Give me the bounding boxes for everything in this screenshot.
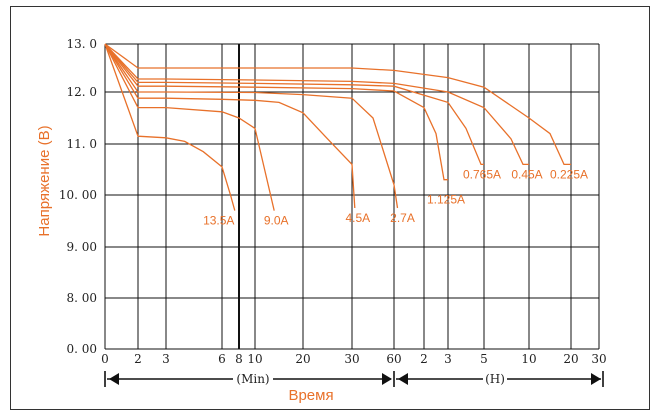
- y-tick-label: 10. 00: [59, 188, 97, 202]
- y-tick-label: 12. 0: [66, 85, 97, 99]
- x-tick-label: 6: [218, 352, 226, 366]
- series-line-0_45A: [104, 43, 529, 166]
- series-line-0_765A: [104, 43, 484, 166]
- x-tick-label: 20: [563, 352, 578, 366]
- y-tick-labels: 13. 0 12. 0 11. 0 10. 00 9. 00 8. 00 0. 00: [59, 37, 97, 356]
- series-line-4_5A: [104, 43, 356, 209]
- x-unit-minutes: (Min): [236, 372, 269, 386]
- x-tick-label: 60: [386, 352, 401, 366]
- x-tick-label: 2: [134, 352, 142, 366]
- series-line-2_7A: [104, 43, 399, 209]
- y-tick-label: 13. 0: [66, 37, 97, 51]
- series-line-0_225A: [104, 43, 571, 166]
- series-line-1_125A: [104, 43, 448, 181]
- series-label: 1.125A: [427, 193, 465, 207]
- x-tick-label: 10: [247, 352, 262, 366]
- x-tick-label: 3: [444, 352, 452, 366]
- series-label: 4.5A: [345, 211, 370, 225]
- x-tick-label: 30: [591, 352, 606, 366]
- series-line-9_0A: [104, 43, 275, 211]
- chart-frame: 13. 0 12. 0 11. 0 10. 00 9. 00 8. 00 0. 00 0 2 3…: [10, 6, 650, 410]
- series-label: 0.45A: [511, 167, 542, 181]
- series-label: 13.5A: [203, 214, 234, 228]
- y-tick-label: 8. 00: [66, 291, 97, 305]
- discharge-chart: 13. 0 12. 0 11. 0 10. 00 9. 00 8. 00 0. 00 0 2 3…: [36, 37, 607, 404]
- x-tick-label: 0: [101, 352, 109, 366]
- x-tick-label: 5: [480, 352, 488, 366]
- x-tick-label: 2: [420, 352, 428, 366]
- time-axis-arrows: [104, 371, 604, 387]
- chart-series: [104, 43, 571, 211]
- x-tick-label: 8: [235, 352, 243, 366]
- x-unit-hours: (H): [485, 372, 505, 386]
- y-tick-label: 9. 00: [66, 240, 97, 254]
- chart-grid: [104, 43, 600, 350]
- x-tick-labels: 0 2 3 6 8 10 20 30 60 2 3 5 10 20 30: [101, 352, 606, 366]
- x-tick-label: 3: [162, 352, 170, 366]
- x-tick-label: 30: [344, 352, 359, 366]
- series-label: 0.225A: [550, 167, 588, 181]
- x-tick-label: 10: [521, 352, 536, 366]
- series-line-13_5A: [104, 43, 236, 211]
- x-tick-label: 20: [295, 352, 310, 366]
- x-axis-label: Время: [288, 387, 333, 404]
- y-tick-label: 0. 00: [66, 342, 97, 356]
- series-label: 0.765A: [463, 167, 501, 181]
- y-axis-label: Напряжение (В): [36, 125, 53, 236]
- series-labels: 13.5A 9.0A 4.5A 2.7A 1.125A 0.765A 0.45A 0.225A: [203, 167, 588, 227]
- series-label: 2.7A: [390, 211, 415, 225]
- y-tick-label: 11. 0: [66, 137, 97, 151]
- series-label: 9.0A: [264, 214, 289, 228]
